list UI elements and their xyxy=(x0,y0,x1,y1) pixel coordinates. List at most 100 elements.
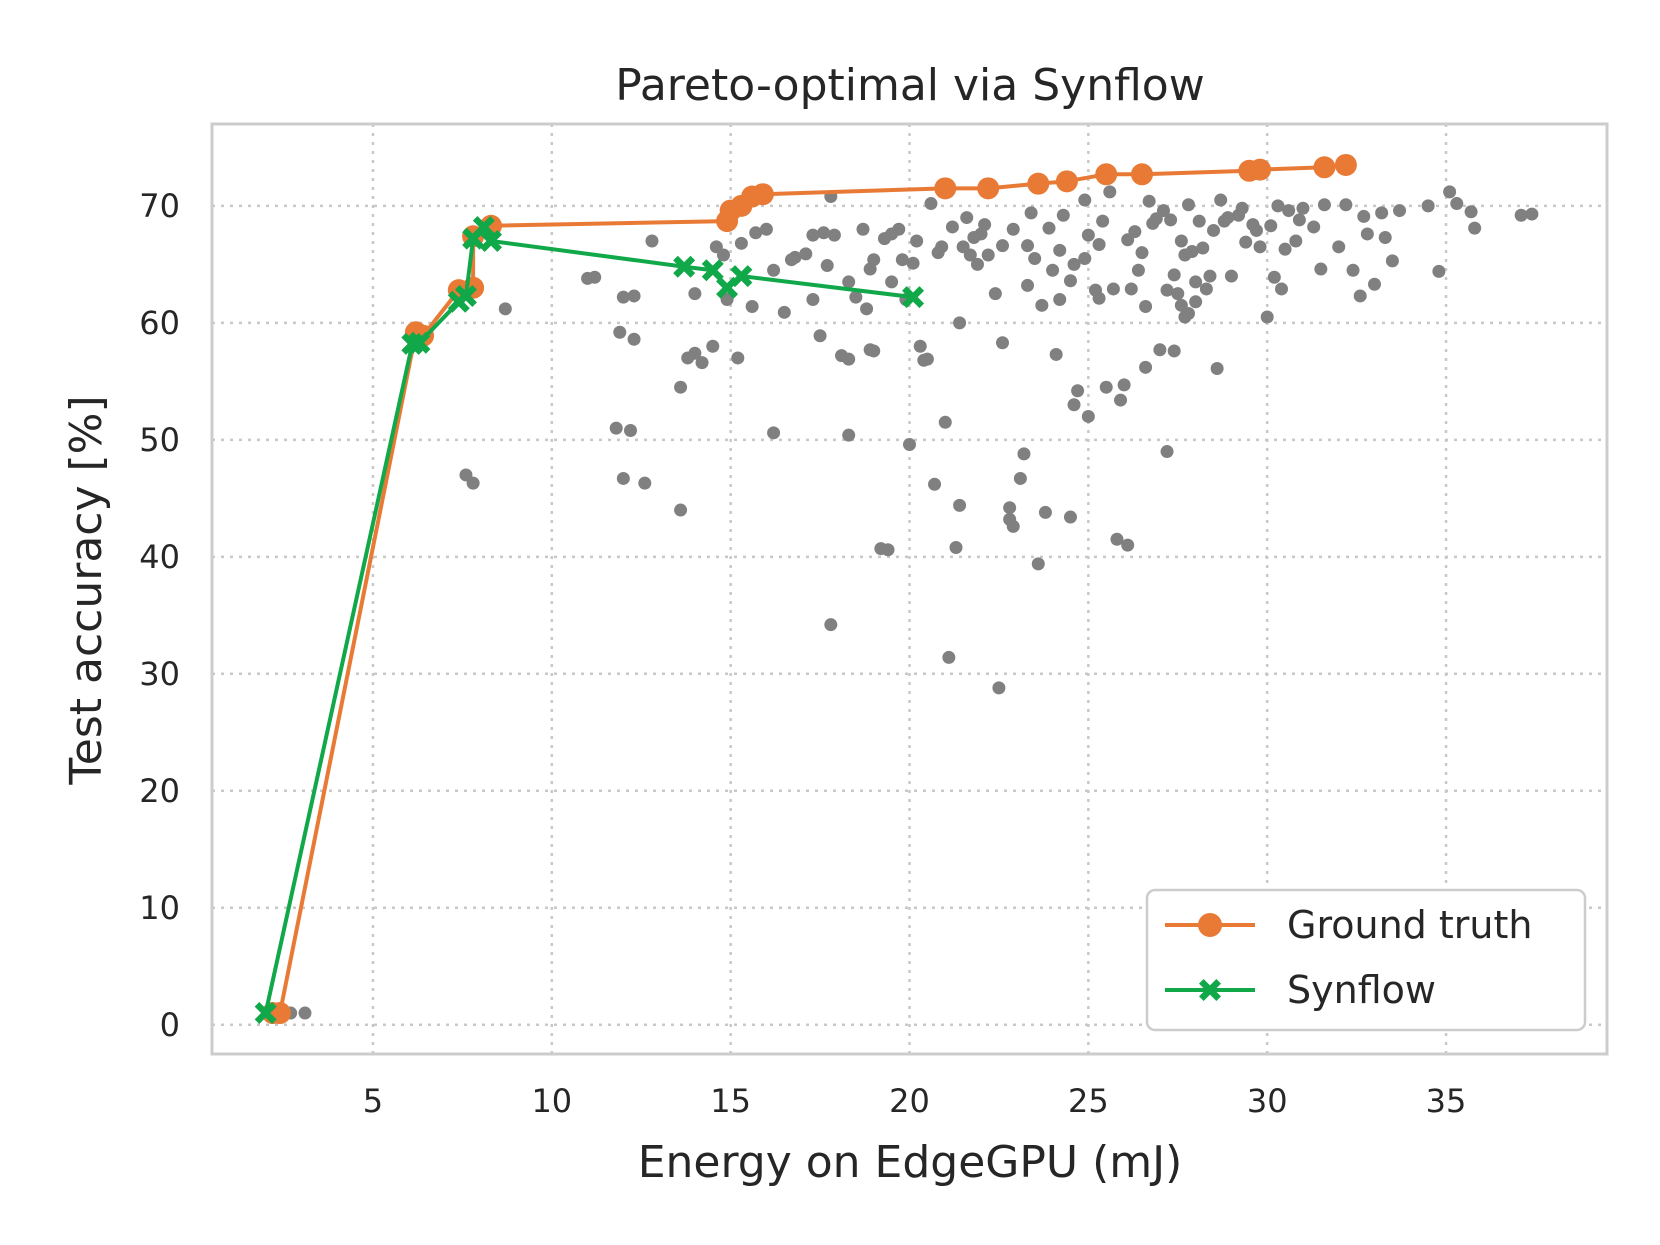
background-point xyxy=(706,339,720,353)
background-point xyxy=(1046,263,1060,277)
background-point xyxy=(1235,201,1249,215)
background-point xyxy=(749,226,763,240)
background-point xyxy=(731,351,745,365)
background-point xyxy=(498,302,512,316)
background-point xyxy=(1249,223,1263,237)
background-point xyxy=(996,336,1009,350)
background-point xyxy=(759,222,773,236)
background-point xyxy=(1271,199,1285,213)
background-point xyxy=(799,247,813,261)
legend-label-ground-truth: Ground truth xyxy=(1287,903,1532,947)
background-point xyxy=(938,415,952,429)
background-point xyxy=(1056,208,1070,222)
synflow-point xyxy=(701,259,724,282)
background-point xyxy=(1049,347,1063,361)
ground-truth-point xyxy=(1334,153,1357,176)
background-point xyxy=(1196,241,1210,255)
synflow-point xyxy=(673,255,696,278)
y-tick-label: 0 xyxy=(160,1006,180,1044)
background-point xyxy=(1081,409,1095,423)
background-point xyxy=(1296,201,1310,215)
background-point xyxy=(1081,228,1095,242)
background-point xyxy=(613,325,627,339)
background-point xyxy=(1292,213,1306,227)
background-point xyxy=(1192,214,1206,228)
synflow-point xyxy=(730,265,753,288)
background-point xyxy=(992,681,1006,695)
background-point xyxy=(1121,538,1135,552)
background-point xyxy=(1221,211,1235,225)
background-point xyxy=(935,240,949,254)
background-point xyxy=(1167,268,1181,282)
ground-truth-point xyxy=(751,183,774,206)
background-points xyxy=(284,185,1539,1020)
ground-truth-point xyxy=(977,177,1000,200)
background-point xyxy=(1357,209,1371,223)
background-point xyxy=(1332,240,1346,254)
background-point xyxy=(1110,532,1124,546)
background-point xyxy=(842,352,856,366)
background-point xyxy=(1099,380,1113,394)
y-tick-label: 10 xyxy=(139,889,180,927)
background-point xyxy=(1239,235,1253,249)
background-point xyxy=(1378,230,1392,244)
background-point xyxy=(624,423,637,437)
background-point xyxy=(1038,505,1052,519)
background-point xyxy=(1525,207,1539,221)
background-point xyxy=(1353,289,1367,303)
background-point xyxy=(1171,287,1185,301)
background-point xyxy=(1368,277,1381,291)
background-point xyxy=(1006,519,1020,533)
background-point xyxy=(920,352,934,366)
background-point xyxy=(1264,219,1278,233)
background-point xyxy=(1156,204,1170,218)
background-point xyxy=(616,290,630,304)
background-point xyxy=(970,257,984,271)
background-point xyxy=(1092,237,1106,251)
background-point xyxy=(1021,239,1035,253)
background-point xyxy=(1092,291,1106,305)
legend: Ground truth Synflow xyxy=(1145,888,1587,1032)
background-point xyxy=(1106,282,1120,296)
ground-truth-point xyxy=(1131,163,1153,186)
background-point xyxy=(806,228,820,242)
background-point xyxy=(1260,310,1274,324)
background-point xyxy=(1210,361,1224,375)
background-point xyxy=(1278,242,1292,256)
x-tick-label: 25 xyxy=(1068,1082,1109,1120)
x-tick-labels: 5 10 15 20 25 30 35 xyxy=(363,1082,1467,1120)
background-point xyxy=(695,356,709,370)
y-tick-label: 60 xyxy=(139,304,180,342)
synflow-point xyxy=(480,229,502,252)
background-point xyxy=(1224,269,1238,283)
background-point xyxy=(1189,275,1203,289)
background-point xyxy=(1103,185,1117,199)
background-point xyxy=(1450,197,1464,211)
x-tick-label: 20 xyxy=(889,1082,930,1120)
background-point xyxy=(1375,206,1389,220)
background-point xyxy=(1178,310,1192,324)
y-tick-label: 70 xyxy=(139,187,180,225)
background-point xyxy=(1003,501,1017,515)
background-point xyxy=(645,234,659,248)
background-point xyxy=(820,259,834,273)
background-point xyxy=(863,262,877,276)
legend-marker-synflow xyxy=(1199,979,1221,1001)
background-point xyxy=(949,540,963,554)
background-point xyxy=(1067,398,1081,412)
background-point xyxy=(906,256,920,270)
background-point xyxy=(1021,278,1035,292)
background-point xyxy=(1207,223,1221,237)
background-point xyxy=(1167,344,1181,358)
background-point xyxy=(627,289,641,303)
background-point xyxy=(767,426,781,440)
background-point xyxy=(588,270,602,284)
x-tick-label: 5 xyxy=(363,1082,383,1120)
y-tick-label: 40 xyxy=(139,538,180,576)
synflow-point xyxy=(902,286,925,309)
background-point xyxy=(1289,234,1303,248)
background-point xyxy=(1078,252,1092,266)
background-point xyxy=(1253,240,1267,254)
background-point xyxy=(842,428,856,442)
background-point xyxy=(1385,254,1399,268)
